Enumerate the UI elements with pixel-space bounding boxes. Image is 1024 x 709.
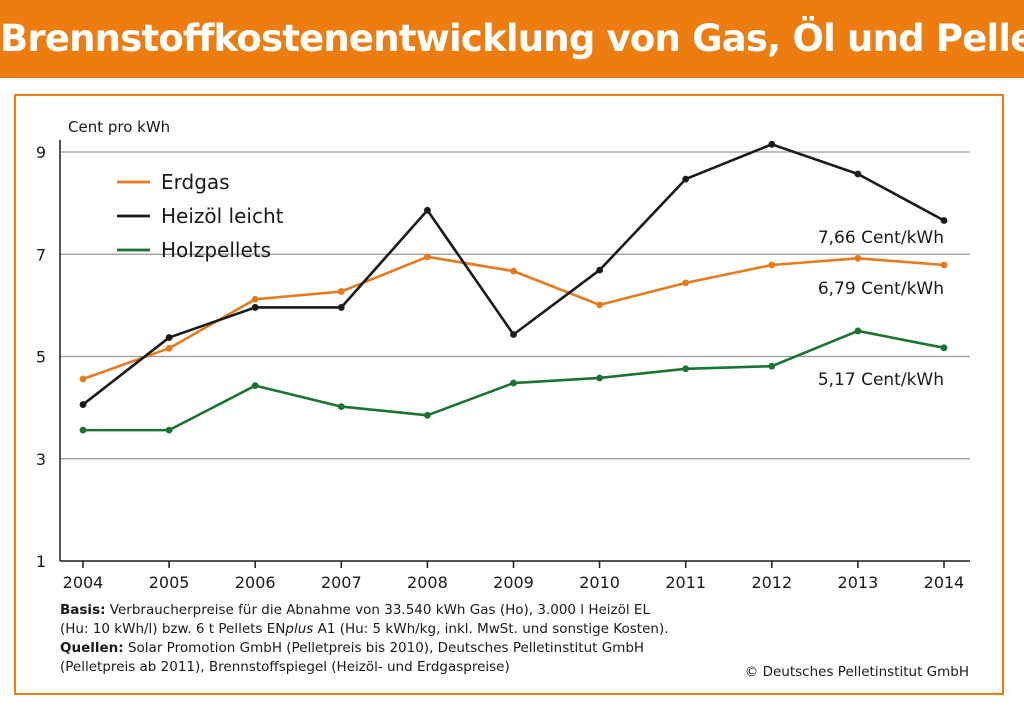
basis-text-2a: (Hu: 10 kWh/l) bzw. 6 t Pellets EN <box>60 621 286 637</box>
annotations: 7,66 Cent/kWh 6,79 Cent/kWh 5,17 Cent/kWh <box>818 228 944 390</box>
legend-label: Erdgas <box>161 170 230 194</box>
value-annotation: 6,79 Cent/kWh <box>818 279 944 299</box>
data-point <box>79 375 87 383</box>
x-tick-label: 2012 <box>751 573 792 592</box>
legend: Erdgas Heizöl leicht Holzpellets <box>117 170 284 262</box>
data-point <box>854 327 862 335</box>
title-bar: Brennstoffkostenentwicklung von Gas, Öl … <box>0 0 1024 78</box>
x-tick-label: 2009 <box>493 573 534 592</box>
series-line-erdgas <box>82 255 945 381</box>
data-point <box>854 254 862 262</box>
data-point <box>682 365 690 373</box>
legend-label: Heizöl leicht <box>161 204 284 228</box>
x-tick-label: 2013 <box>838 573 879 592</box>
y-tick-label: 9 <box>36 143 46 162</box>
chart-frame <box>14 94 1004 695</box>
data-point <box>165 334 173 341</box>
basis-line-1: Basis: Verbraucherpreise für die Abnahme… <box>60 601 780 620</box>
data-point <box>251 304 259 311</box>
data-point <box>768 140 776 148</box>
basis-text-plus: plus <box>285 621 314 637</box>
y-axis-label: Cent pro kWh <box>68 118 170 136</box>
grid-layer <box>60 151 970 460</box>
data-point <box>510 267 517 275</box>
y-tick-label: 1 <box>36 552 46 571</box>
data-point <box>337 288 345 295</box>
data-point <box>79 401 87 408</box>
copyright: © Deutsches Pelletinstitut GmbH <box>744 664 969 680</box>
y-tick-label: 7 <box>36 245 46 264</box>
data-point <box>337 304 345 311</box>
x-tick-label: 2007 <box>321 573 362 592</box>
basis-line-2: (Hu: 10 kWh/l) bzw. 6 t Pellets ENplus A… <box>60 620 780 639</box>
x-tick-label: 2006 <box>235 573 276 592</box>
page-title: Brennstoffkostenentwicklung von Gas, Öl … <box>0 17 1024 60</box>
data-point <box>165 426 173 434</box>
sources-text-1: Solar Promotion GmbH (Pelletpreis bis 20… <box>127 640 645 656</box>
x-tick-label: 2005 <box>149 573 190 592</box>
data-point <box>940 261 948 269</box>
data-point <box>854 170 862 178</box>
x-tick-label: 2014 <box>924 573 965 592</box>
data-point <box>682 279 690 287</box>
data-point <box>768 362 776 370</box>
data-point <box>940 217 948 224</box>
data-point <box>337 403 345 411</box>
data-point <box>682 175 690 183</box>
data-point <box>165 344 173 352</box>
data-point <box>510 331 517 338</box>
data-point <box>424 253 431 261</box>
y-tick-label: 3 <box>36 450 46 469</box>
data-point <box>79 426 87 434</box>
x-tick-label: 2004 <box>63 573 104 592</box>
data-point <box>251 295 259 303</box>
axis-layer: 1 3 5 7 9 2004 2005 2006 2007 2008 2009 2010 2011 201… <box>36 140 970 592</box>
x-tick-label: 2008 <box>407 573 448 592</box>
sources-line-2: (Pelletpreis ab 2011), Brennstoffspiegel… <box>60 658 780 677</box>
data-point <box>596 266 603 274</box>
x-tick-label: 2011 <box>665 573 706 592</box>
data-point <box>424 206 431 214</box>
sources-line-1: Quellen: Solar Promotion GmbH (Pelletpre… <box>60 639 780 658</box>
data-point <box>424 411 431 419</box>
legend-label: Holzpellets <box>161 238 271 262</box>
data-point <box>251 382 259 390</box>
sources-text-2: (Pelletpreis ab 2011), Brennstoffspiegel… <box>60 659 510 675</box>
data-point <box>510 379 517 387</box>
basis-label: Basis: <box>60 602 106 618</box>
basis-text-2b: A1 (Hu: 5 kWh/kg, inkl. MwSt. und sonsti… <box>313 621 669 637</box>
data-point <box>768 261 776 269</box>
footnotes: Basis: Verbraucherpreise für die Abnahme… <box>60 601 780 677</box>
x-tick-label: 2010 <box>579 573 620 592</box>
data-point <box>940 344 948 352</box>
sources-label: Quellen: <box>60 640 124 656</box>
data-point <box>596 301 603 309</box>
series-layer <box>79 140 948 434</box>
basis-text-1: Verbraucherpreise für die Abnahme von 33… <box>109 602 650 618</box>
value-annotation: 5,17 Cent/kWh <box>818 370 944 390</box>
data-point <box>596 374 603 382</box>
value-annotation: 7,66 Cent/kWh <box>818 228 944 248</box>
y-tick-label: 5 <box>36 348 46 367</box>
